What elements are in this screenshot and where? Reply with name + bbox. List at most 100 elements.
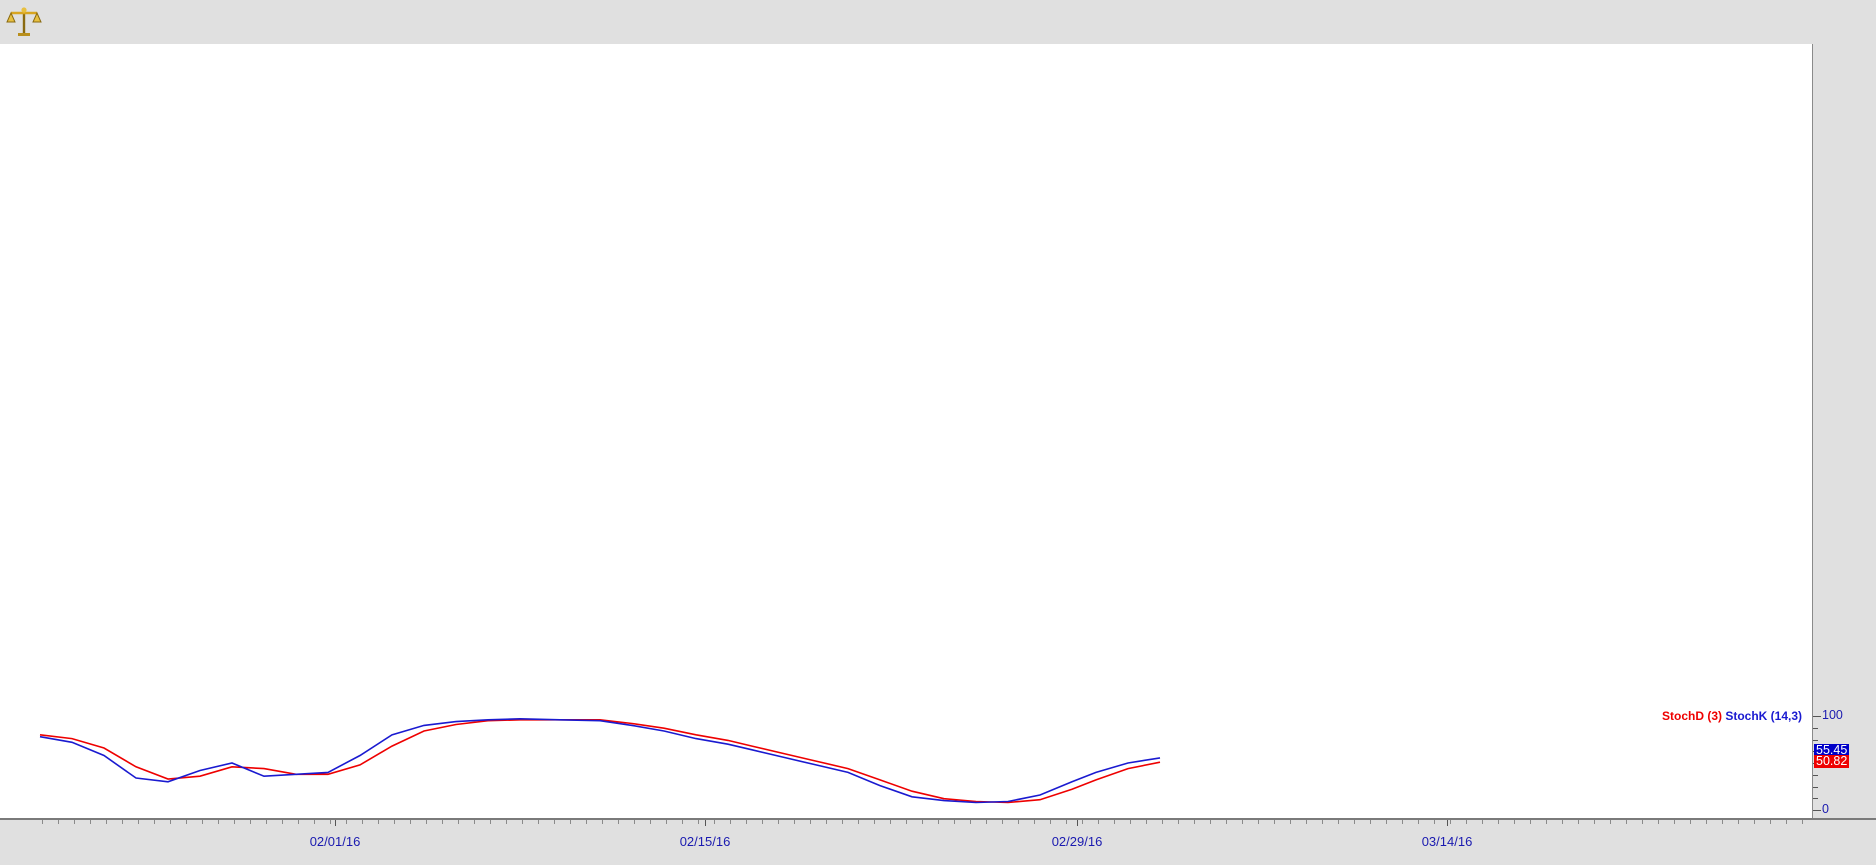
- date-axis-minor-tick: [1226, 820, 1227, 824]
- date-axis-minor-tick: [138, 820, 139, 824]
- stoch-k-line: [39, 717, 1161, 804]
- date-axis-minor-tick: [74, 820, 75, 824]
- date-axis-label: 02/29/16: [1051, 834, 1103, 849]
- date-axis-minor-tick: [1658, 820, 1659, 824]
- date-axis-minor-tick: [506, 820, 507, 824]
- date-axis-minor-tick: [410, 820, 411, 824]
- date-axis-minor-tick: [394, 820, 395, 824]
- date-axis-minor-tick: [1146, 820, 1147, 824]
- date-axis-minor-tick: [522, 820, 523, 824]
- date-axis-minor-tick: [1322, 820, 1323, 824]
- stoch-axis-label: 100: [1822, 708, 1843, 722]
- date-axis-minor-tick: [698, 820, 699, 824]
- date-axis-minor-tick: [1386, 820, 1387, 824]
- date-axis-minor-tick: [1690, 820, 1691, 824]
- date-axis-minor-tick: [1610, 820, 1611, 824]
- date-axis-minor-tick: [938, 820, 939, 824]
- date-axis-minor-tick: [1162, 820, 1163, 824]
- date-axis-tick: [1077, 820, 1078, 826]
- date-axis-minor-tick: [842, 820, 843, 824]
- date-axis-minor-tick: [1722, 820, 1723, 824]
- date-axis-minor-tick: [106, 820, 107, 824]
- date-axis-minor-tick: [170, 820, 171, 824]
- date-axis[interactable]: 02/01/16 02/15/16 02/29/16 03/14/16: [0, 818, 1876, 865]
- stochastic-axis[interactable]: 100 0 55.45 50.82: [1812, 708, 1876, 818]
- date-axis-minor-tick: [58, 820, 59, 824]
- date-axis-minor-tick: [1770, 820, 1771, 824]
- date-axis-minor-tick: [1338, 820, 1339, 824]
- date-axis-minor-tick: [1450, 820, 1451, 824]
- stochastic-pane[interactable]: StochD (3) StochK (14,3): [0, 708, 1812, 818]
- date-axis-minor-tick: [570, 820, 571, 824]
- date-axis-minor-tick: [1706, 820, 1707, 824]
- date-axis-minor-tick: [1482, 820, 1483, 824]
- date-axis-minor-tick: [186, 820, 187, 824]
- axis-minor-tick: [1813, 716, 1818, 717]
- date-axis-minor-tick: [362, 820, 363, 824]
- date-axis-minor-tick: [1594, 820, 1595, 824]
- date-axis-minor-tick: [778, 820, 779, 824]
- date-axis-minor-tick: [1402, 820, 1403, 824]
- stoch-d-legend-label[interactable]: StochD (3): [1661, 709, 1722, 723]
- date-axis-minor-tick: [922, 820, 923, 824]
- date-axis-minor-tick: [586, 820, 587, 824]
- date-axis-minor-tick: [1114, 820, 1115, 824]
- date-axis-minor-tick: [1562, 820, 1563, 824]
- date-axis-minor-tick: [538, 820, 539, 824]
- date-axis-minor-tick: [1290, 820, 1291, 824]
- date-axis-minor-tick: [794, 820, 795, 824]
- date-axis-minor-tick: [1002, 820, 1003, 824]
- date-axis-minor-tick: [1514, 820, 1515, 824]
- date-axis-minor-tick: [1674, 820, 1675, 824]
- date-axis-minor-tick: [874, 820, 875, 824]
- date-axis-minor-tick: [426, 820, 427, 824]
- date-axis-minor-tick: [1018, 820, 1019, 824]
- date-axis-minor-tick: [1242, 820, 1243, 824]
- date-axis-minor-tick: [1354, 820, 1355, 824]
- date-axis-minor-tick: [1626, 820, 1627, 824]
- date-axis-minor-tick: [906, 820, 907, 824]
- date-axis-minor-tick: [954, 820, 955, 824]
- date-axis-minor-tick: [250, 820, 251, 824]
- date-axis-minor-tick: [1786, 820, 1787, 824]
- date-axis-label: 03/14/16: [1421, 834, 1473, 849]
- stoch-k-value-badge: 55.45: [1814, 742, 1850, 757]
- date-axis-minor-tick: [618, 820, 619, 824]
- date-axis-minor-tick: [314, 820, 315, 824]
- date-axis-minor-tick: [970, 820, 971, 824]
- date-axis-minor-tick: [634, 820, 635, 824]
- date-axis-minor-tick: [1546, 820, 1547, 824]
- axis-minor-tick: [1813, 798, 1818, 800]
- date-axis-label: 02/01/16: [309, 834, 361, 849]
- date-axis-minor-tick: [378, 820, 379, 824]
- date-axis-minor-tick: [1530, 820, 1531, 824]
- date-axis-minor-tick: [746, 820, 747, 824]
- axis-minor-tick: [1813, 739, 1818, 741]
- date-axis-minor-tick: [90, 820, 91, 824]
- date-axis-minor-tick: [1754, 820, 1755, 824]
- date-axis-minor-tick: [1306, 820, 1307, 824]
- date-axis-minor-tick: [1034, 820, 1035, 824]
- date-axis-minor-tick: [218, 820, 219, 824]
- date-axis-minor-tick: [890, 820, 891, 824]
- price-chart-pane[interactable]: [0, 44, 1812, 708]
- scales-of-justice-icon: [6, 7, 42, 36]
- date-axis-minor-tick: [282, 820, 283, 824]
- date-axis-label: 02/15/16: [679, 834, 731, 849]
- date-axis-minor-tick: [1258, 820, 1259, 824]
- date-axis-minor-tick: [826, 820, 827, 824]
- date-axis-minor-tick: [730, 820, 731, 824]
- axis-minor-tick: [1813, 774, 1818, 776]
- date-axis-minor-tick: [650, 820, 651, 824]
- date-axis-minor-tick: [1130, 820, 1131, 824]
- date-axis-minor-tick: [1418, 820, 1419, 824]
- date-axis-minor-tick: [122, 820, 123, 824]
- chart-title-bar: [0, 0, 1876, 45]
- axis-minor-tick: [1813, 810, 1818, 811]
- date-axis-minor-tick: [234, 820, 235, 824]
- date-axis-minor-tick: [554, 820, 555, 824]
- stoch-k-legend-label[interactable]: StochK (14,3): [1721, 709, 1802, 723]
- price-axis[interactable]: [1812, 44, 1876, 708]
- date-axis-minor-tick: [1210, 820, 1211, 824]
